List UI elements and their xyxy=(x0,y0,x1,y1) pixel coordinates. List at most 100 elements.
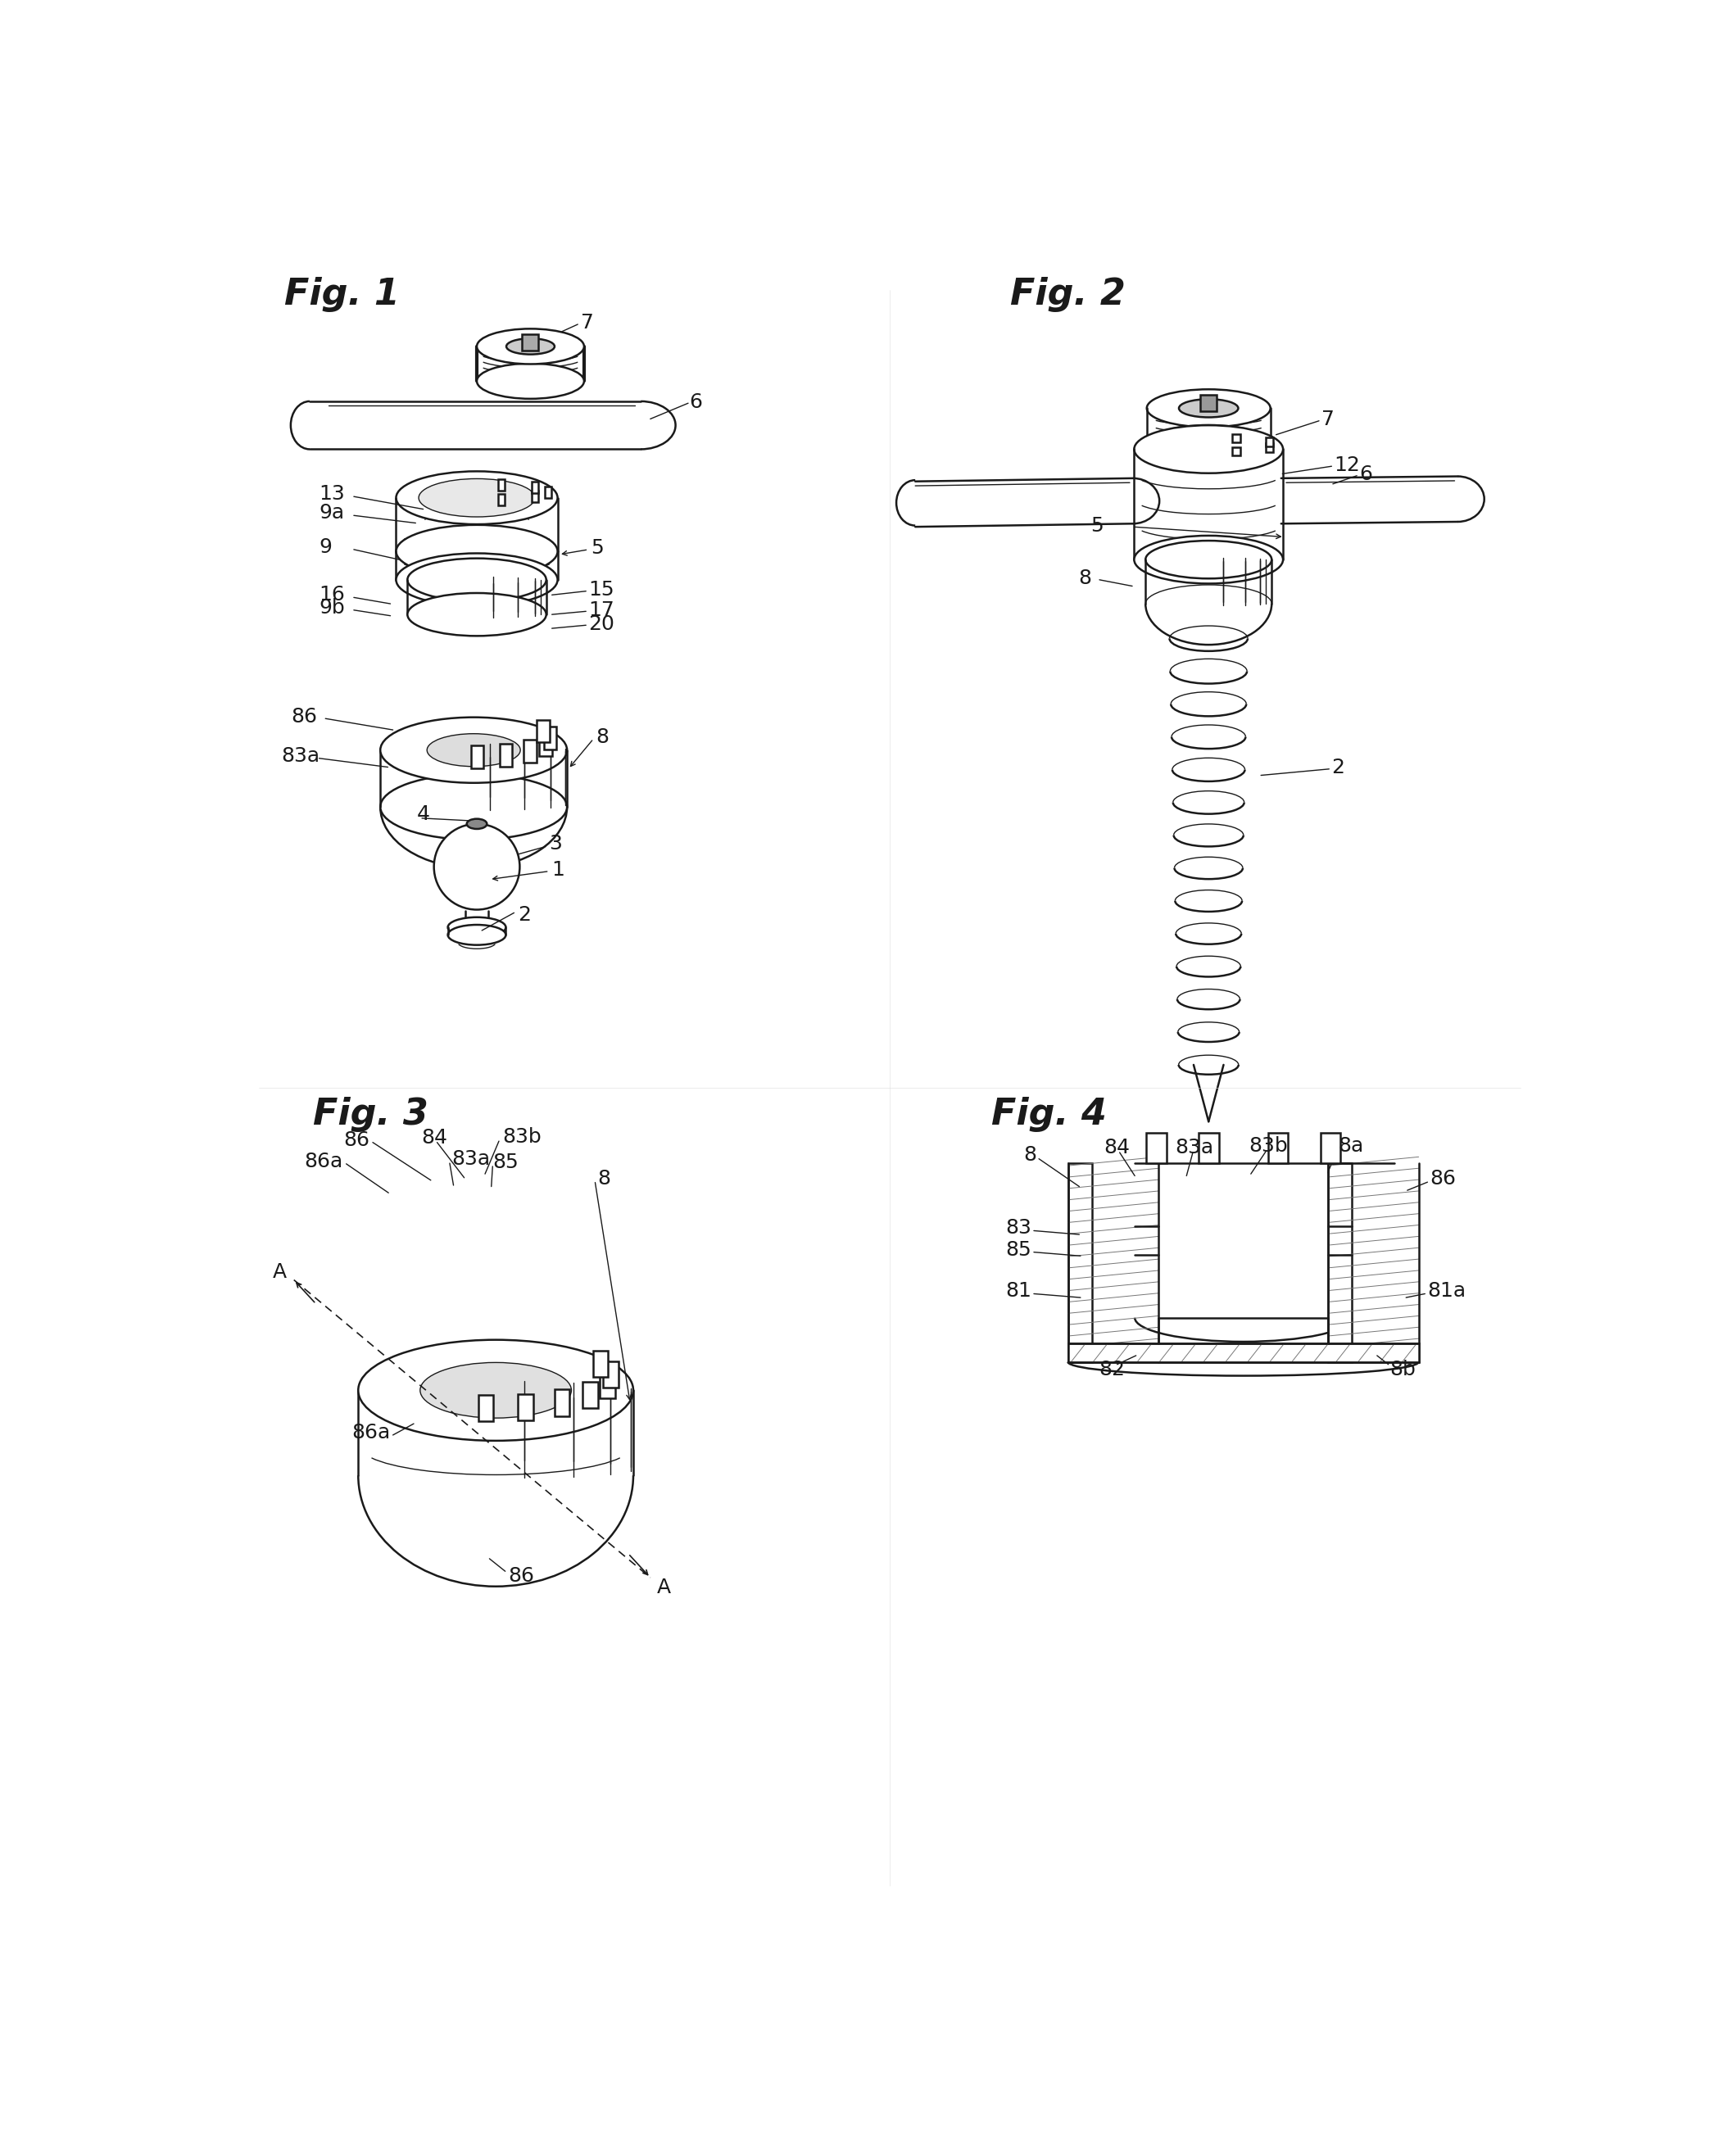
Polygon shape xyxy=(536,721,549,742)
Ellipse shape xyxy=(396,553,557,607)
Circle shape xyxy=(434,824,519,910)
Text: 9b: 9b xyxy=(319,598,345,617)
Text: 86a: 86a xyxy=(352,1422,391,1443)
Text: 5: 5 xyxy=(1090,516,1104,536)
Polygon shape xyxy=(1267,1134,1288,1164)
Text: Fig. 3: Fig. 3 xyxy=(312,1097,429,1131)
Text: 83b: 83b xyxy=(502,1127,542,1146)
Ellipse shape xyxy=(1147,428,1271,465)
Text: 20: 20 xyxy=(589,613,615,635)
Polygon shape xyxy=(470,746,483,768)
Text: 84: 84 xyxy=(1104,1138,1130,1157)
Text: Fig. 2: Fig. 2 xyxy=(1010,277,1125,312)
Ellipse shape xyxy=(380,774,568,839)
Text: 83a: 83a xyxy=(1175,1138,1213,1157)
Polygon shape xyxy=(1321,1134,1340,1164)
Text: 82: 82 xyxy=(1099,1359,1125,1379)
Text: 83: 83 xyxy=(1005,1217,1031,1239)
Ellipse shape xyxy=(418,480,535,516)
Text: 2: 2 xyxy=(1332,757,1345,777)
Text: Fig. 4: Fig. 4 xyxy=(991,1097,1106,1131)
Polygon shape xyxy=(602,1362,618,1387)
Polygon shape xyxy=(531,490,538,503)
Polygon shape xyxy=(531,482,538,493)
Text: 3: 3 xyxy=(549,835,562,854)
Polygon shape xyxy=(1233,435,1240,443)
Text: 81: 81 xyxy=(1005,1282,1031,1301)
Polygon shape xyxy=(599,1372,615,1398)
Ellipse shape xyxy=(448,916,505,938)
Text: 2: 2 xyxy=(517,906,531,925)
Polygon shape xyxy=(517,1394,533,1420)
Text: 13: 13 xyxy=(319,484,345,503)
Polygon shape xyxy=(477,1396,493,1422)
Text: 85: 85 xyxy=(1005,1239,1031,1260)
Text: 9: 9 xyxy=(319,538,332,557)
Polygon shape xyxy=(540,733,552,757)
Polygon shape xyxy=(1198,1134,1219,1164)
Polygon shape xyxy=(1146,1134,1167,1164)
Text: 85: 85 xyxy=(493,1153,519,1172)
Text: 6: 6 xyxy=(689,391,703,411)
Text: 86: 86 xyxy=(509,1566,535,1585)
Ellipse shape xyxy=(380,716,568,783)
Ellipse shape xyxy=(408,559,547,602)
Text: 1: 1 xyxy=(552,860,564,880)
Text: 16: 16 xyxy=(319,585,345,604)
Ellipse shape xyxy=(1134,426,1283,473)
Text: 83b: 83b xyxy=(1248,1136,1288,1155)
Ellipse shape xyxy=(1147,389,1271,428)
Text: 81a: 81a xyxy=(1427,1282,1467,1301)
Text: Fig. 1: Fig. 1 xyxy=(285,277,399,312)
Text: 84: 84 xyxy=(422,1127,448,1149)
Polygon shape xyxy=(500,744,512,766)
Ellipse shape xyxy=(427,733,521,766)
Ellipse shape xyxy=(507,338,554,355)
Ellipse shape xyxy=(477,329,583,364)
Ellipse shape xyxy=(477,364,583,398)
Polygon shape xyxy=(543,727,557,749)
Ellipse shape xyxy=(420,1362,571,1418)
Bar xyxy=(1200,396,1217,411)
Text: 6: 6 xyxy=(1359,465,1373,484)
Polygon shape xyxy=(524,740,536,761)
Polygon shape xyxy=(545,486,550,497)
Polygon shape xyxy=(594,1351,608,1377)
Polygon shape xyxy=(498,495,503,505)
Text: 83a: 83a xyxy=(281,746,319,766)
Bar xyxy=(1328,1164,1352,1362)
Ellipse shape xyxy=(1144,424,1274,467)
Ellipse shape xyxy=(467,820,486,828)
Text: 8: 8 xyxy=(1023,1144,1036,1166)
Ellipse shape xyxy=(1146,540,1272,579)
Text: 7: 7 xyxy=(1321,409,1335,430)
Text: 8: 8 xyxy=(1078,568,1092,589)
Ellipse shape xyxy=(396,525,557,579)
Polygon shape xyxy=(1266,439,1272,447)
Polygon shape xyxy=(1233,447,1240,456)
Text: 12: 12 xyxy=(1335,456,1361,475)
Text: 8a: 8a xyxy=(1338,1136,1363,1155)
Text: 86: 86 xyxy=(1430,1170,1457,1190)
Ellipse shape xyxy=(358,1340,634,1441)
Text: 86a: 86a xyxy=(304,1151,342,1170)
Text: 86: 86 xyxy=(290,708,318,727)
Text: 7: 7 xyxy=(582,314,594,333)
Ellipse shape xyxy=(1179,400,1238,417)
Text: 15: 15 xyxy=(589,581,615,600)
Polygon shape xyxy=(1266,443,1272,452)
Text: 17: 17 xyxy=(589,600,615,619)
Polygon shape xyxy=(583,1381,597,1409)
Text: 5: 5 xyxy=(590,538,604,557)
Ellipse shape xyxy=(396,471,557,525)
Ellipse shape xyxy=(1134,536,1283,583)
Text: 8b: 8b xyxy=(1389,1359,1417,1379)
Text: A: A xyxy=(658,1579,672,1598)
Text: 8: 8 xyxy=(597,1170,611,1190)
Ellipse shape xyxy=(408,594,547,637)
Text: 9a: 9a xyxy=(319,503,345,523)
Text: A: A xyxy=(273,1263,286,1282)
Text: 4: 4 xyxy=(417,804,431,824)
Polygon shape xyxy=(554,1390,569,1415)
Polygon shape xyxy=(498,480,503,490)
